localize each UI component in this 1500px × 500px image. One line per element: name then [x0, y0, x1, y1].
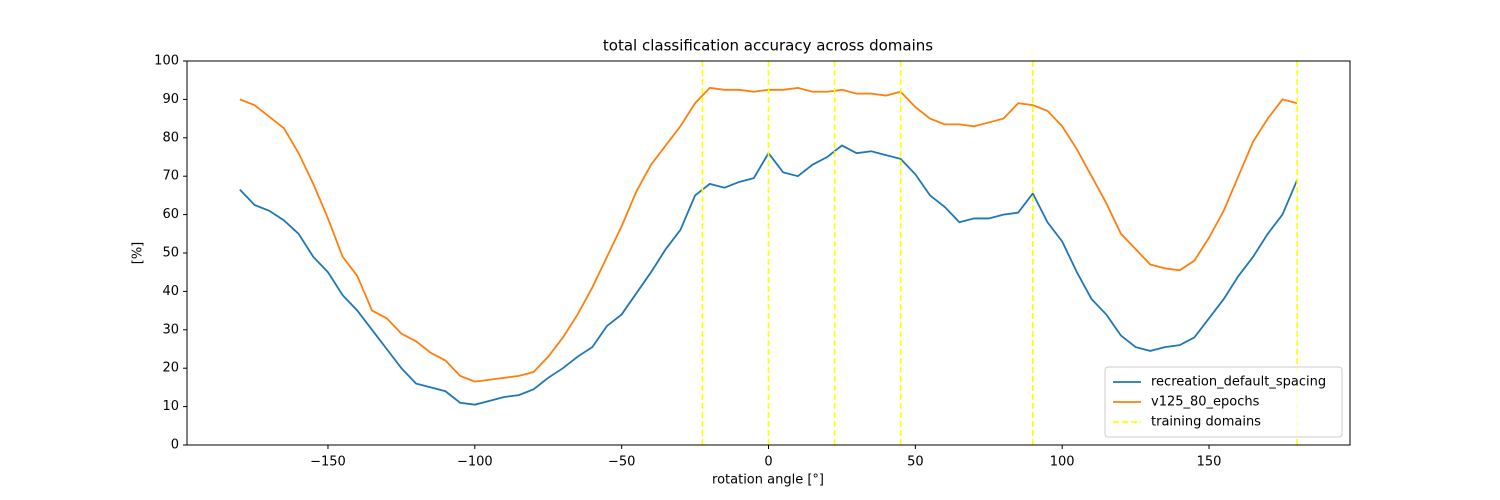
x-tick-label: 150: [1197, 455, 1222, 470]
legend-label: v125_80_epochs: [1151, 395, 1260, 410]
y-tick-label: 40: [162, 284, 179, 299]
y-tick-label: 60: [162, 207, 179, 222]
y-tick-label: 90: [162, 92, 179, 107]
chart-title: total classification accuracy across dom…: [603, 37, 933, 55]
x-tick-label: 0: [764, 455, 772, 470]
plot-frame: [186, 60, 1351, 446]
y-tick-label: 0: [171, 438, 179, 453]
y-tick-label: 30: [162, 322, 179, 337]
y-tick-label: 100: [154, 54, 179, 69]
series-line: [239, 144, 1298, 406]
y-tick-label: 70: [162, 169, 179, 184]
x-axis-label: rotation angle [°]: [712, 473, 824, 488]
legend-label: training domains: [1151, 415, 1261, 430]
y-axis-label: [%]: [131, 242, 146, 265]
x-tick-label: −150: [310, 455, 346, 470]
x-tick-label: −50: [608, 455, 635, 470]
y-tick-label: 50: [162, 246, 179, 261]
y-tick-label: 10: [162, 399, 179, 414]
x-tick-label: −100: [457, 455, 493, 470]
legend-label: recreation_default_spacing: [1151, 375, 1326, 390]
legend: recreation_default_spacing v125_80_epochs…: [1104, 366, 1343, 438]
x-tick-label: 100: [1050, 455, 1075, 470]
y-tick-label: 80: [162, 130, 179, 145]
legend-box: [1104, 366, 1343, 438]
y-tick-label: 20: [162, 361, 179, 376]
x-tick-label: 50: [907, 455, 924, 470]
